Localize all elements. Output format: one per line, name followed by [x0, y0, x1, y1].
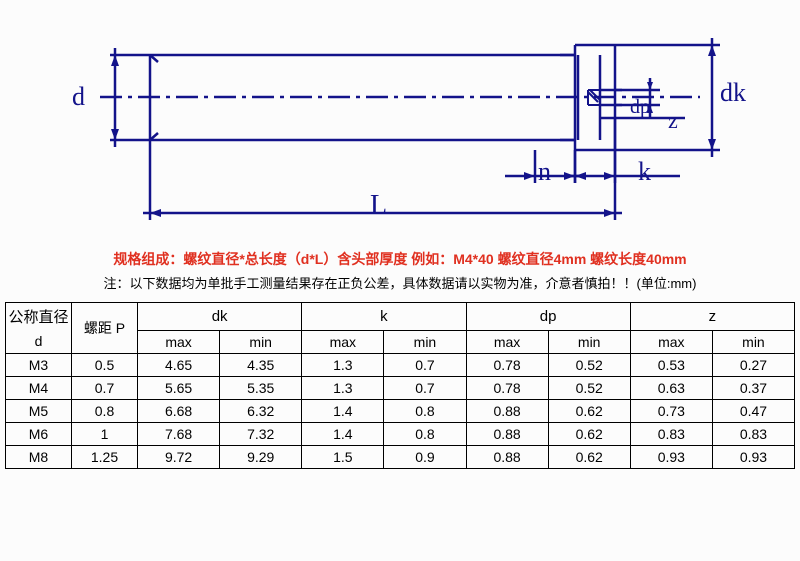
cell: 1.4 [302, 422, 384, 445]
hdr-nominal-dia-bottom: d [6, 330, 72, 353]
cell: 0.62 [548, 399, 630, 422]
cell: 0.88 [466, 422, 548, 445]
cell: 1.4 [302, 399, 384, 422]
cell: 7.68 [138, 422, 220, 445]
caption-line2: 注：以下数据均为单批手工测量结果存在正负公差，具体数据请以实物为准，介意者慎拍！… [20, 273, 780, 292]
cell: 9.72 [138, 445, 220, 468]
cell: 0.53 [630, 353, 712, 376]
cell: 0.73 [630, 399, 712, 422]
cell: 5.35 [220, 376, 302, 399]
hdr-dp-min: min [548, 330, 630, 353]
cell: 0.88 [466, 399, 548, 422]
cell: 0.83 [712, 422, 794, 445]
cell-p: 0.8 [72, 399, 138, 422]
cell: 7.32 [220, 422, 302, 445]
cell: 0.7 [384, 376, 466, 399]
label-d: d [72, 82, 85, 112]
cell: 0.7 [384, 353, 466, 376]
hdr-z-min: min [712, 330, 794, 353]
cell-d: M4 [6, 376, 72, 399]
table-row: M3 0.5 4.65 4.35 1.3 0.7 0.78 0.52 0.53 … [6, 353, 795, 376]
cell: 0.8 [384, 422, 466, 445]
label-dp: dp [630, 96, 650, 119]
spec-table-container: 公称直径 螺距 P dk k dp z d max min max min ma… [0, 302, 800, 469]
table-row: M5 0.8 6.68 6.32 1.4 0.8 0.88 0.62 0.73 … [6, 399, 795, 422]
cell-p: 0.7 [72, 376, 138, 399]
cell: 9.29 [220, 445, 302, 468]
cell: 0.37 [712, 376, 794, 399]
table-row: M4 0.7 5.65 5.35 1.3 0.7 0.78 0.52 0.63 … [6, 376, 795, 399]
hdr-dk: dk [138, 303, 302, 331]
label-dk: dk [720, 78, 746, 108]
diagram-svg [0, 0, 800, 245]
hdr-pitch: 螺距 P [72, 303, 138, 354]
technical-diagram: d dk dp z n k L [0, 0, 800, 245]
cell-d: M6 [6, 422, 72, 445]
label-L: L [370, 190, 387, 222]
cell: 0.78 [466, 376, 548, 399]
hdr-dp: dp [466, 303, 630, 331]
cell-d: M5 [6, 399, 72, 422]
table-header-row-1: 公称直径 螺距 P dk k dp z [6, 303, 795, 331]
table-body: M3 0.5 4.65 4.35 1.3 0.7 0.78 0.52 0.53 … [6, 353, 795, 468]
hdr-dp-max: max [466, 330, 548, 353]
cell: 0.88 [466, 445, 548, 468]
hdr-k-max: max [302, 330, 384, 353]
hdr-z-max: max [630, 330, 712, 353]
cell: 0.27 [712, 353, 794, 376]
cell: 1.5 [302, 445, 384, 468]
cell: 0.93 [630, 445, 712, 468]
cell: 0.78 [466, 353, 548, 376]
hdr-z: z [630, 303, 794, 331]
spec-table: 公称直径 螺距 P dk k dp z d max min max min ma… [5, 302, 795, 469]
cell: 1.3 [302, 376, 384, 399]
caption-line1: 规格组成：螺纹直径*总长度（d*L）含头部厚度 例如：M4*40 螺纹直径4mm… [20, 249, 780, 269]
cell: 1.3 [302, 353, 384, 376]
cell: 0.9 [384, 445, 466, 468]
hdr-dk-max: max [138, 330, 220, 353]
table-row: M6 1 7.68 7.32 1.4 0.8 0.88 0.62 0.83 0.… [6, 422, 795, 445]
label-z: z [668, 108, 678, 134]
caption: 规格组成：螺纹直径*总长度（d*L）含头部厚度 例如：M4*40 螺纹直径4mm… [0, 245, 800, 302]
cell-p: 1 [72, 422, 138, 445]
cell: 6.68 [138, 399, 220, 422]
cell: 6.32 [220, 399, 302, 422]
cell-p: 0.5 [72, 353, 138, 376]
label-k: k [638, 157, 651, 187]
cell: 0.63 [630, 376, 712, 399]
hdr-nominal-dia-top: 公称直径 [6, 303, 72, 331]
cell-d: M8 [6, 445, 72, 468]
cell: 0.47 [712, 399, 794, 422]
label-n: n [538, 157, 551, 187]
cell: 0.52 [548, 376, 630, 399]
cell: 0.8 [384, 399, 466, 422]
cell: 0.62 [548, 445, 630, 468]
hdr-k-min: min [384, 330, 466, 353]
cell: 5.65 [138, 376, 220, 399]
cell-p: 1.25 [72, 445, 138, 468]
cell: 0.83 [630, 422, 712, 445]
cell: 0.62 [548, 422, 630, 445]
cell: 4.35 [220, 353, 302, 376]
cell-d: M3 [6, 353, 72, 376]
cell: 0.93 [712, 445, 794, 468]
hdr-k: k [302, 303, 466, 331]
table-row: M8 1.25 9.72 9.29 1.5 0.9 0.88 0.62 0.93… [6, 445, 795, 468]
hdr-dk-min: min [220, 330, 302, 353]
cell: 0.52 [548, 353, 630, 376]
cell: 4.65 [138, 353, 220, 376]
